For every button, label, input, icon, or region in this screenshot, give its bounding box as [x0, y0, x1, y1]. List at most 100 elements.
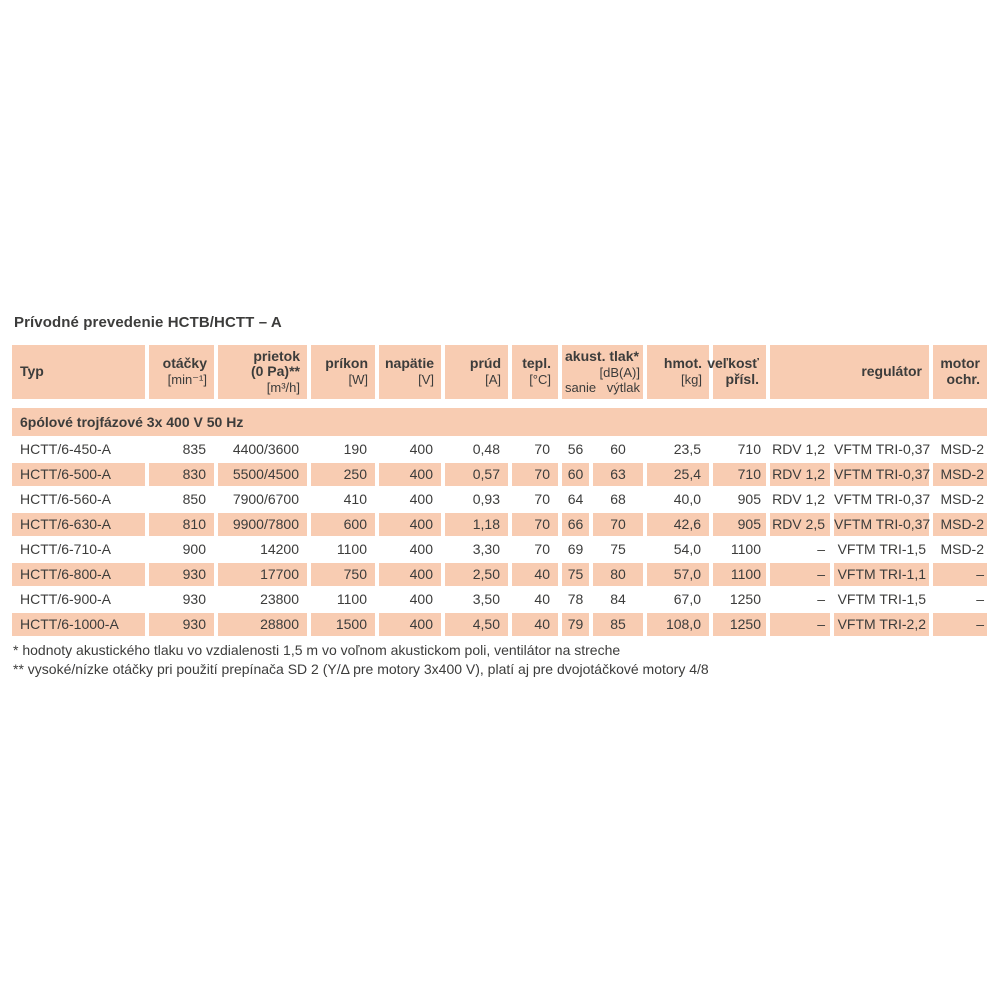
- cell-hmot: 25,4: [647, 463, 709, 486]
- spec-table: Typ otáčky [min⁻¹] prietok (0 Pa)** [m³/…: [12, 345, 987, 638]
- table-row: HCTT/6-900-A 930 23800 1100 400 3,50 40 …: [12, 588, 987, 611]
- cell-prikon: 750: [311, 563, 375, 586]
- footnote-1: * hodnoty akustického tlaku vo vzdialeno…: [13, 642, 621, 658]
- cell-tepl: 70: [534, 541, 550, 557]
- cell-motor-ochr: MSD-2: [940, 491, 984, 507]
- column-header-prud: prúd [A]: [445, 345, 508, 399]
- cell-hmot: 67,0: [673, 591, 701, 607]
- cell-akust-sanie: 64: [567, 491, 584, 507]
- table-body: HCTT/6-450-A 835 4400/3600 190 400 0,48 …: [12, 438, 987, 636]
- cell-regulator-vftm: VFTM TRI-0,37: [834, 463, 930, 486]
- cell-akust-vytlak: 63: [593, 463, 643, 486]
- cell-prud: 0,93: [472, 491, 500, 507]
- cell-akust-sanie: 69: [567, 541, 584, 557]
- cell-akust-vytlak: 84: [610, 591, 626, 607]
- cell-typ: HCTT/6-560-A: [20, 491, 112, 507]
- cell-hmot: 54,0: [673, 541, 701, 557]
- column-header-typ-label: Typ: [20, 363, 44, 379]
- cell-regulator-rdv: –: [817, 591, 825, 607]
- cell-otacky: 850: [182, 491, 206, 507]
- cell-regulator-rdv: RDV 1,2: [772, 441, 825, 457]
- cell-tepl: 70: [512, 513, 558, 536]
- cell-akust-vytlak: 80: [593, 563, 643, 586]
- cell-prud: 0,48: [472, 441, 500, 457]
- cell-regulator-vftm: VFTM TRI-2,2: [834, 613, 929, 636]
- table-header-row: Typ otáčky [min⁻¹] prietok (0 Pa)** [m³/…: [12, 345, 987, 399]
- column-header-typ: Typ: [12, 345, 145, 399]
- cell-otacky: 835: [182, 441, 206, 457]
- cell-prietok: 9900/7800: [218, 513, 307, 536]
- cell-motor-ochr: MSD-2: [940, 441, 984, 457]
- cell-velkost-prisl: 1100: [730, 541, 761, 557]
- cell-prietok: 17700: [218, 563, 307, 586]
- table-row: HCTT/6-710-A 900 14200 1100 400 3,30 70 …: [12, 538, 987, 561]
- cell-regulator-rdv: RDV 2,5: [770, 513, 830, 536]
- cell-akust-vytlak: 68: [610, 491, 626, 507]
- cell-hmot: 42,6: [647, 513, 709, 536]
- cell-prikon: 1100: [336, 591, 367, 607]
- cell-napatie: 400: [409, 541, 433, 557]
- cell-velkost-prisl: 710: [713, 463, 766, 486]
- cell-typ: HCTT/6-710-A: [20, 541, 112, 557]
- cell-tepl: 70: [512, 463, 558, 486]
- footnotes: * hodnoty akustického tlaku vo vzdialeno…: [13, 641, 709, 679]
- table-row: HCTT/6-560-A 850 7900/6700 410 400 0,93 …: [12, 488, 987, 511]
- cell-velkost-prisl: 905: [737, 491, 761, 507]
- cell-tepl: 70: [534, 491, 550, 507]
- cell-akust-vytlak: 60: [610, 441, 626, 457]
- cell-hmot: 23,5: [673, 441, 701, 457]
- cell-napatie: 400: [379, 563, 441, 586]
- cell-otacky: 900: [182, 541, 206, 557]
- subcolumn-header-vytlak: výtlak: [606, 380, 640, 395]
- cell-tepl: 40: [534, 591, 550, 607]
- cell-velkost-prisl: 1250: [729, 591, 761, 607]
- column-header-napatie: napätie [V]: [379, 345, 441, 399]
- cell-napatie: 400: [409, 441, 433, 457]
- table-row: HCTT/6-500-A 830 5500/4500 250 400 0,57 …: [12, 463, 987, 486]
- column-header-otacky: otáčky [min⁻¹]: [149, 345, 214, 399]
- cell-regulator-vftm: VFTM TRI-1,5: [837, 591, 926, 607]
- cell-prietok: 4400/3600: [232, 441, 299, 457]
- cell-velkost-prisl: 1250: [713, 613, 766, 636]
- cell-prikon: 410: [343, 491, 367, 507]
- section-header-row: 6pólové trojfázové 3x 400 V 50 Hz: [12, 408, 987, 436]
- cell-regulator-rdv: –: [770, 563, 830, 586]
- cell-typ: HCTT/6-900-A: [20, 591, 112, 607]
- column-header-motor-ochr: motor ochr.: [933, 345, 987, 399]
- cell-regulator-rdv: RDV 1,2: [772, 491, 825, 507]
- cell-motor-ochr: –: [933, 613, 987, 636]
- cell-prietok: 7900/6700: [232, 491, 299, 507]
- cell-typ: HCTT/6-630-A: [12, 513, 145, 536]
- column-header-prikon: príkon [W]: [311, 345, 375, 399]
- cell-prikon: 1100: [336, 541, 367, 557]
- cell-tepl: 70: [534, 441, 550, 457]
- cell-akust-sanie: 75: [562, 563, 589, 586]
- cell-akust-sanie: 78: [567, 591, 584, 607]
- cell-prud: 0,57: [445, 463, 508, 486]
- cell-motor-ochr: MSD-2: [933, 513, 987, 536]
- cell-motor-ochr: MSD-2: [940, 541, 984, 557]
- cell-regulator-vftm: VFTM TRI-1,5: [837, 541, 926, 557]
- table-row: HCTT/6-630-A 810 9900/7800 600 400 1,18 …: [12, 513, 987, 536]
- cell-otacky: 830: [149, 463, 214, 486]
- cell-regulator-vftm: VFTM TRI-0,37: [834, 491, 931, 507]
- cell-typ: HCTT/6-1000-A: [12, 613, 145, 636]
- cell-regulator-rdv: –: [817, 541, 825, 557]
- subcolumn-header-sanie: sanie: [565, 380, 597, 395]
- cell-prud: 4,50: [445, 613, 508, 636]
- cell-prud: 1,18: [445, 513, 508, 536]
- column-header-regulator: regulátor: [770, 345, 929, 399]
- column-header-prietok: prietok (0 Pa)** [m³/h]: [218, 345, 307, 399]
- cell-prud: 3,50: [472, 591, 500, 607]
- cell-akust-vytlak: 70: [593, 513, 643, 536]
- cell-tepl: 40: [512, 613, 558, 636]
- cell-regulator-rdv: –: [770, 613, 830, 636]
- cell-hmot: 108,0: [647, 613, 709, 636]
- cell-prikon: 1500: [311, 613, 375, 636]
- cell-akust-sanie: 60: [562, 463, 589, 486]
- cell-napatie: 400: [409, 591, 433, 607]
- column-header-velkost: veľkosť přísl.: [707, 345, 766, 399]
- cell-akust-sanie: 56: [567, 441, 584, 457]
- cell-prietok: 14200: [260, 541, 299, 557]
- cell-hmot: 40,0: [673, 491, 701, 507]
